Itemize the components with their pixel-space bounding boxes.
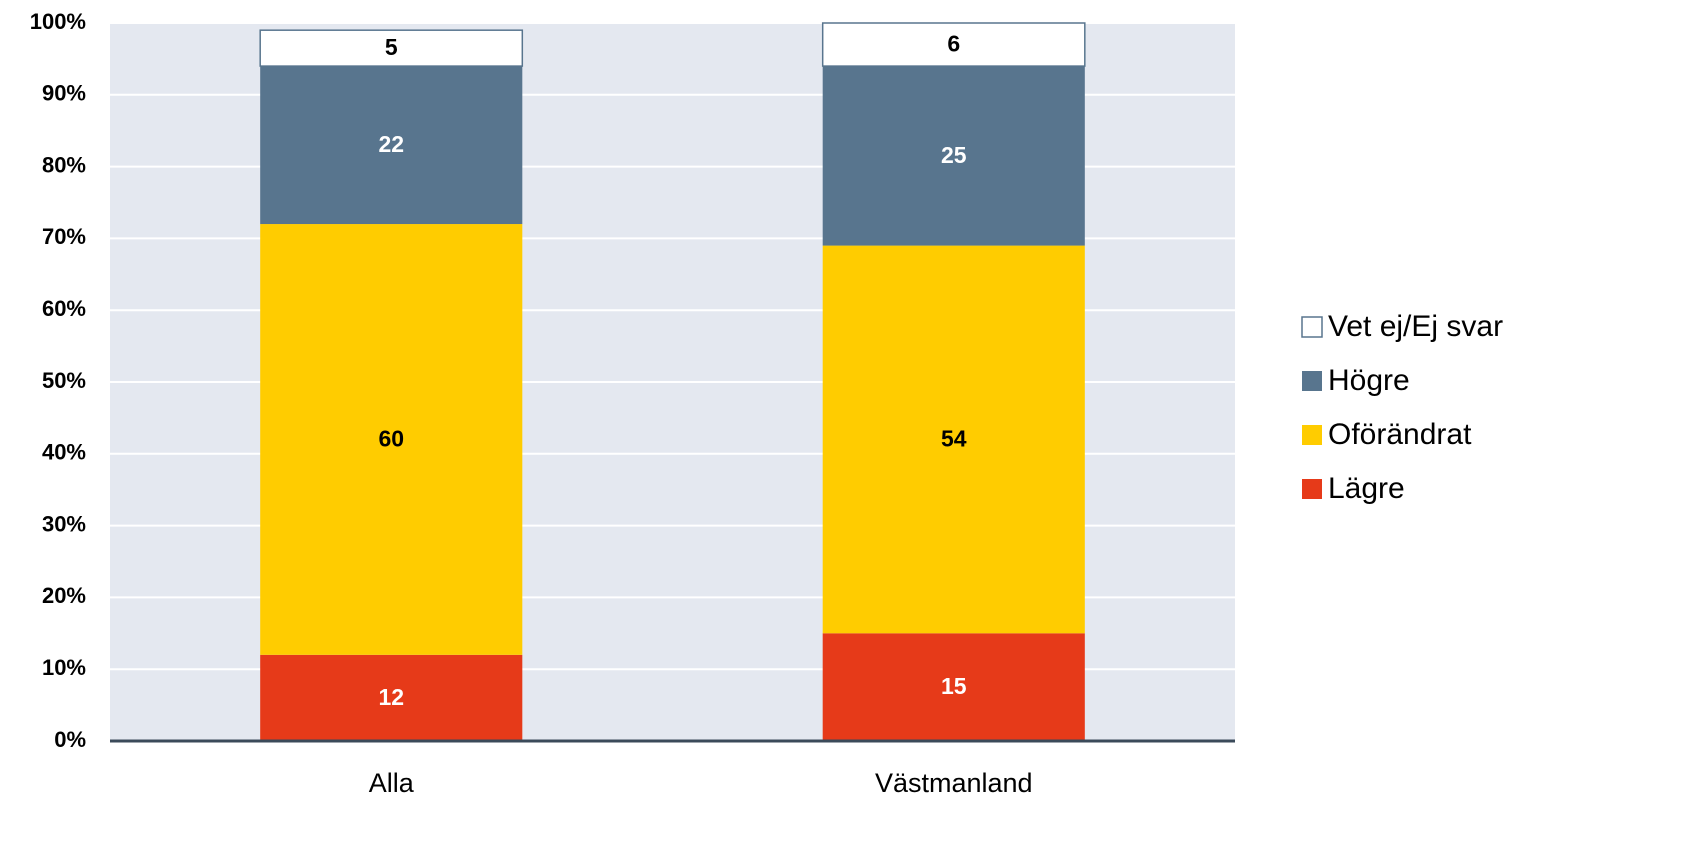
legend-swatch — [1302, 371, 1322, 391]
y-tick-label: 100% — [30, 9, 86, 34]
y-tick-label: 70% — [42, 224, 86, 249]
legend-label: Oförändrat — [1328, 418, 1472, 451]
legend-label: Lägre — [1328, 472, 1405, 505]
y-tick-label: 30% — [42, 511, 86, 536]
legend-label: Högre — [1328, 364, 1410, 397]
value-label: 15 — [941, 673, 967, 699]
legend-swatch — [1302, 479, 1322, 499]
bar-segment — [260, 224, 523, 655]
value-label: 12 — [378, 684, 404, 710]
y-tick-label: 80% — [42, 152, 86, 177]
y-tick-label: 0% — [54, 727, 86, 752]
legend-swatch — [1302, 425, 1322, 445]
value-label: 60 — [378, 426, 404, 452]
value-label: 54 — [941, 426, 967, 452]
bar-segment — [260, 66, 523, 225]
value-label: 25 — [941, 142, 967, 168]
legend-label: Vet ej/Ej svar — [1328, 310, 1503, 343]
y-tick-label: 90% — [42, 81, 86, 106]
bar-segment — [822, 633, 1085, 741]
legend-swatch — [1301, 316, 1323, 338]
bar-segment — [259, 29, 524, 67]
bar-segment — [822, 245, 1085, 634]
y-tick-label: 20% — [42, 583, 86, 608]
y-tick-label: 60% — [42, 296, 86, 321]
y-tick-label: 40% — [42, 440, 86, 465]
value-label: 6 — [947, 31, 960, 57]
value-label: 5 — [385, 34, 398, 60]
bar-segment — [821, 22, 1086, 67]
x-tick-label: Alla — [369, 768, 415, 798]
bar-segment — [822, 66, 1085, 246]
x-tick-label: Västmanland — [875, 768, 1033, 798]
y-tick-label: 10% — [42, 655, 86, 680]
value-label: 22 — [378, 131, 404, 157]
bar-segment — [260, 654, 523, 741]
y-tick-label: 50% — [42, 368, 86, 393]
